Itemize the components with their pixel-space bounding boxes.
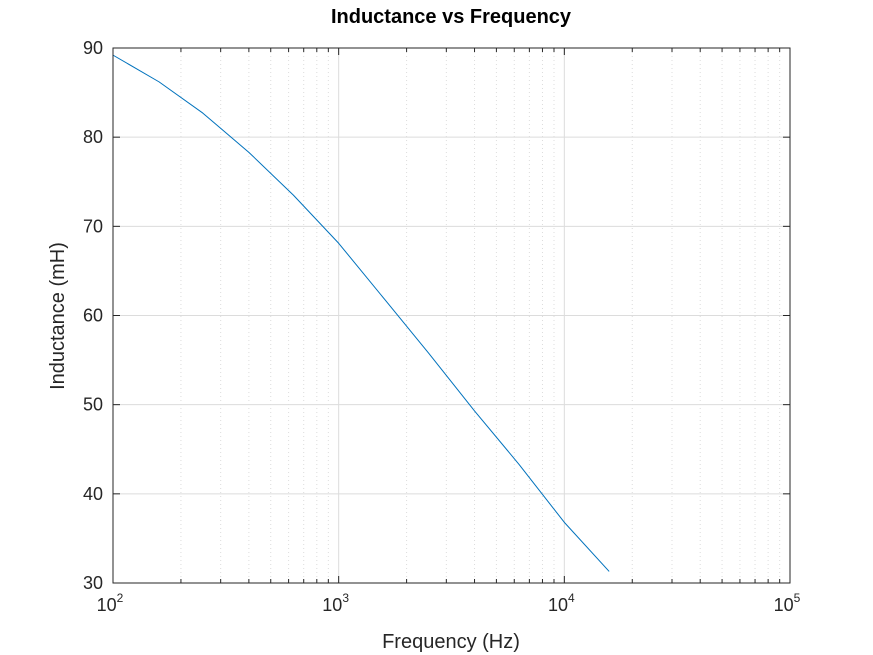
x-tick-base: 10 — [774, 595, 794, 615]
y-tick-label: 30 — [83, 573, 103, 593]
series-layer — [112, 54, 610, 572]
x-tick-exponent: 2 — [117, 591, 124, 605]
y-axis-label: Inductance (mH) — [47, 242, 69, 390]
y-tick-label: 40 — [83, 484, 103, 504]
x-tick-base: 10 — [97, 595, 117, 615]
chart-title: Inductance vs Frequency — [331, 6, 572, 28]
x-tick-label: 102 — [97, 591, 124, 615]
y-tick-label: 60 — [83, 306, 103, 326]
x-tick-exponent: 5 — [794, 591, 801, 605]
x-tick-exponent: 4 — [568, 591, 575, 605]
series-line — [112, 54, 610, 572]
y-tick-label: 90 — [83, 38, 103, 58]
x-tick-base: 10 — [548, 595, 568, 615]
x-tick-label: 105 — [774, 591, 801, 615]
x-tick-exponent: 3 — [342, 591, 349, 605]
x-tick-label: 103 — [322, 591, 349, 615]
y-tick-label: 50 — [83, 395, 103, 415]
y-tick-label: 80 — [83, 127, 103, 147]
y-tick-label: 70 — [83, 216, 103, 236]
x-tick-label: 104 — [548, 591, 575, 615]
tick-marks — [112, 47, 791, 584]
x-tick-base: 10 — [322, 595, 342, 615]
x-axis-label: Frequency (Hz) — [382, 631, 520, 653]
